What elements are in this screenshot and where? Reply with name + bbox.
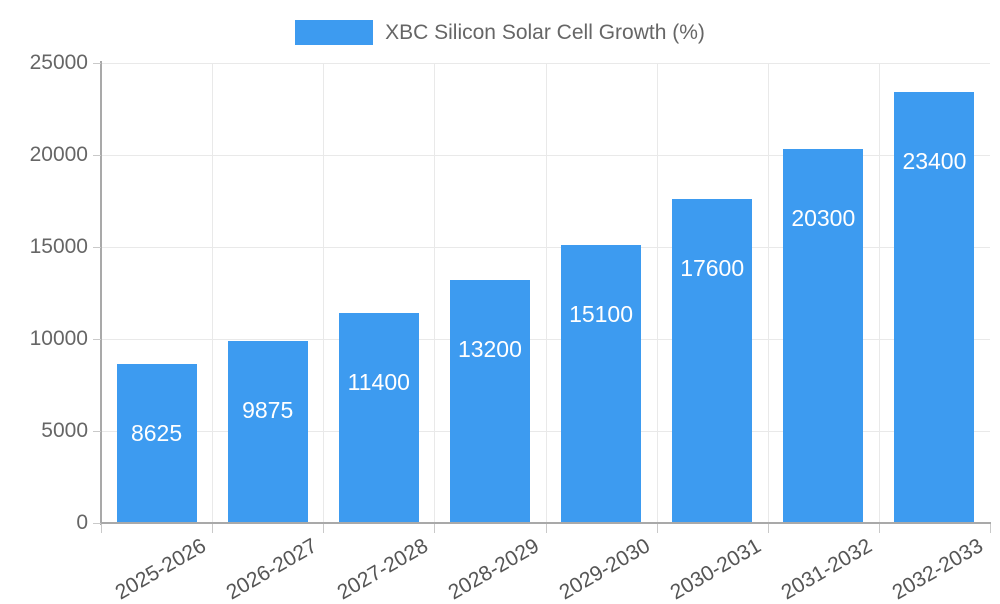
x-axis-tick-label: 2031-2032 (777, 534, 877, 604)
gridline-horizontal (101, 63, 990, 64)
gridline-horizontal (101, 339, 990, 340)
x-axis-tick-label: 2027-2028 (333, 534, 432, 604)
bar[interactable] (449, 280, 530, 523)
bar[interactable] (561, 245, 642, 523)
legend-label[interactable]: XBC Silicon Solar Cell Growth (%) (385, 20, 705, 44)
y-axis-tick-mark (93, 431, 101, 432)
gridline-vertical (657, 63, 658, 523)
x-axis-tick-mark (546, 524, 547, 533)
y-axis-labels: 0 5000 10000 15000 20000 25000 (0, 0, 88, 600)
bar-value-label: 15100 (569, 301, 634, 328)
y-axis-tick-label: 15000 (29, 235, 88, 258)
bar[interactable] (783, 149, 864, 523)
x-axis-tick-mark (434, 524, 435, 533)
bar[interactable] (116, 364, 197, 523)
y-axis-tick-label: 0 (76, 511, 88, 534)
gridline-horizontal (101, 247, 990, 248)
bar[interactable] (672, 199, 753, 523)
y-axis-tick-mark (93, 63, 101, 64)
legend-color-swatch (295, 19, 374, 45)
x-axis-tick-mark (657, 524, 658, 533)
bar[interactable] (894, 92, 975, 523)
gridline-horizontal (101, 155, 990, 156)
y-axis-tick-label: 25000 (29, 51, 88, 74)
y-axis-tick-mark (93, 247, 101, 248)
bar-value-label: 9875 (242, 397, 294, 424)
bar[interactable] (338, 313, 419, 523)
y-axis-tick-label: 5000 (41, 419, 88, 442)
bar-value-label: 13200 (457, 336, 522, 363)
x-axis-tick-mark (212, 524, 213, 533)
gridline-vertical (434, 63, 435, 523)
chart-legend: XBC Silicon Solar Cell Growth (%) (0, 12, 1000, 52)
bar-value-label: 17600 (680, 255, 745, 282)
x-axis-tick-label: 2029-2030 (555, 534, 655, 604)
x-axis-line (100, 522, 991, 524)
bar-value-label: 20300 (791, 205, 856, 232)
y-axis-tick-mark (93, 523, 101, 524)
x-axis-tick-mark (990, 524, 991, 533)
gridline-vertical (212, 63, 213, 523)
bar[interactable] (227, 341, 308, 523)
x-axis-tick-label: 2026-2027 (222, 534, 321, 604)
gridline-vertical (768, 63, 769, 523)
x-axis-tick-mark (879, 524, 880, 533)
x-axis-tick-label: 2032-2033 (888, 534, 988, 604)
x-axis-tick-label: 2030-2031 (666, 534, 766, 604)
y-axis-tick-label: 10000 (29, 327, 88, 350)
gridline-vertical (546, 63, 547, 523)
x-axis-tick-label: 2028-2029 (444, 534, 543, 604)
x-axis-tick-mark (101, 524, 102, 533)
bar-value-label: 8625 (130, 420, 183, 447)
gridline-vertical (879, 63, 880, 523)
bar-value-label: 23400 (902, 148, 967, 175)
gridline-horizontal (101, 431, 990, 432)
y-axis-tick-mark (93, 155, 101, 156)
x-axis-tick-label: 2025-2026 (111, 534, 210, 604)
gridline-vertical (323, 63, 324, 523)
y-axis-tick-label: 20000 (29, 143, 88, 166)
x-axis-tick-mark (768, 524, 769, 533)
x-axis-tick-mark (323, 524, 324, 533)
y-axis-tick-mark (93, 339, 101, 340)
bar-value-label: 11400 (347, 369, 410, 396)
y-axis-line (100, 61, 102, 525)
